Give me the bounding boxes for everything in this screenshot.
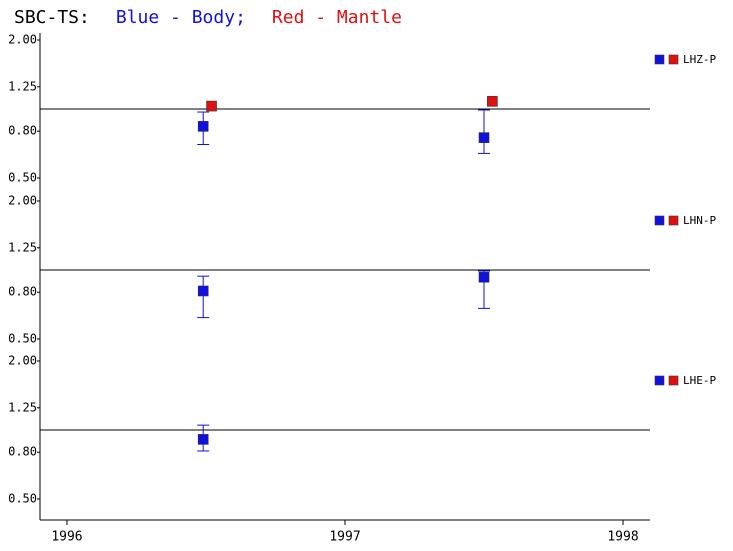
- legend-swatch: [668, 54, 679, 65]
- legend-swatch: [654, 215, 665, 226]
- point: [487, 96, 498, 107]
- y-tick-label: 0.50: [8, 492, 37, 506]
- x-tick-label: 1997: [329, 530, 360, 545]
- legend-swatch: [668, 215, 679, 226]
- legend-label: LHZ-P: [683, 53, 716, 66]
- y-tick-label: 0.80: [8, 285, 37, 299]
- point: [478, 132, 490, 143]
- chart-title: SBC-TS: Blue - Body; Red - Mantle: [14, 7, 402, 28]
- y-tick-label: 1.25: [8, 240, 37, 254]
- point: [478, 271, 490, 283]
- legend-swatch: [654, 375, 665, 386]
- y-tick-label: 2.00: [8, 33, 37, 47]
- legend-swatch: [654, 54, 665, 65]
- y-tick-label: 0.80: [8, 445, 37, 459]
- title-part: Blue - Body;: [116, 7, 246, 28]
- y-tick-label: 2.00: [8, 354, 37, 368]
- y-tick-label: 0.50: [8, 171, 37, 185]
- point: [197, 121, 209, 132]
- title-part: Red - Mantle: [272, 7, 402, 28]
- y-tick-label: 1.25: [8, 400, 37, 414]
- y-tick-label: 0.80: [8, 124, 37, 138]
- point: [206, 100, 217, 112]
- title-part: SBC-TS:: [14, 7, 90, 28]
- legend-swatch: [668, 375, 679, 386]
- legend-label: LHE-P: [683, 374, 716, 387]
- x-tick-label: 1996: [51, 530, 82, 545]
- legend-label: LHN-P: [683, 214, 716, 227]
- y-tick-label: 0.50: [8, 332, 37, 346]
- y-tick-label: 2.00: [8, 194, 37, 208]
- y-tick-label: 1.25: [8, 79, 37, 93]
- x-tick-label: 1998: [607, 530, 638, 545]
- point: [197, 434, 209, 445]
- point: [197, 285, 209, 297]
